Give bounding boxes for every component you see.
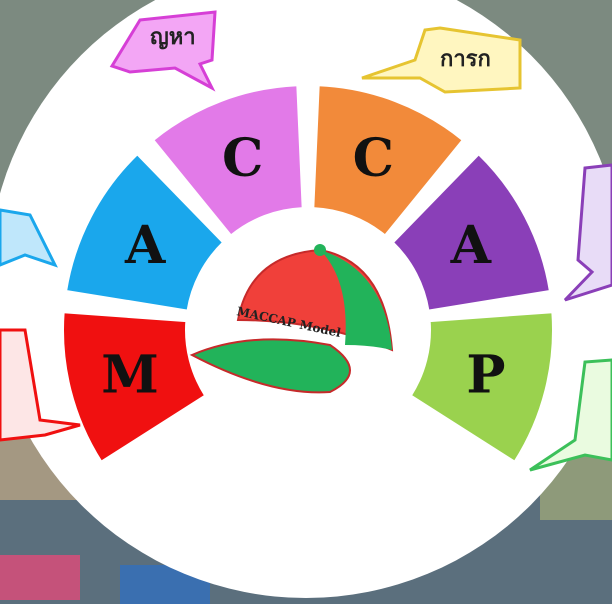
segment-letter: A [124,215,166,276]
photo-poster [0,555,80,600]
callout-text: ญหา [150,25,196,50]
segment-letter: C [353,128,394,189]
segment-letter: P [466,344,505,405]
segment-letter: A [450,215,492,276]
cap-button [314,244,326,256]
segment-letter: C [222,128,263,189]
segment-letter: M [101,344,159,405]
callout-text: การก [440,47,491,72]
diagram: ญหา การก MACCAP MACCAP Model [0,0,612,604]
